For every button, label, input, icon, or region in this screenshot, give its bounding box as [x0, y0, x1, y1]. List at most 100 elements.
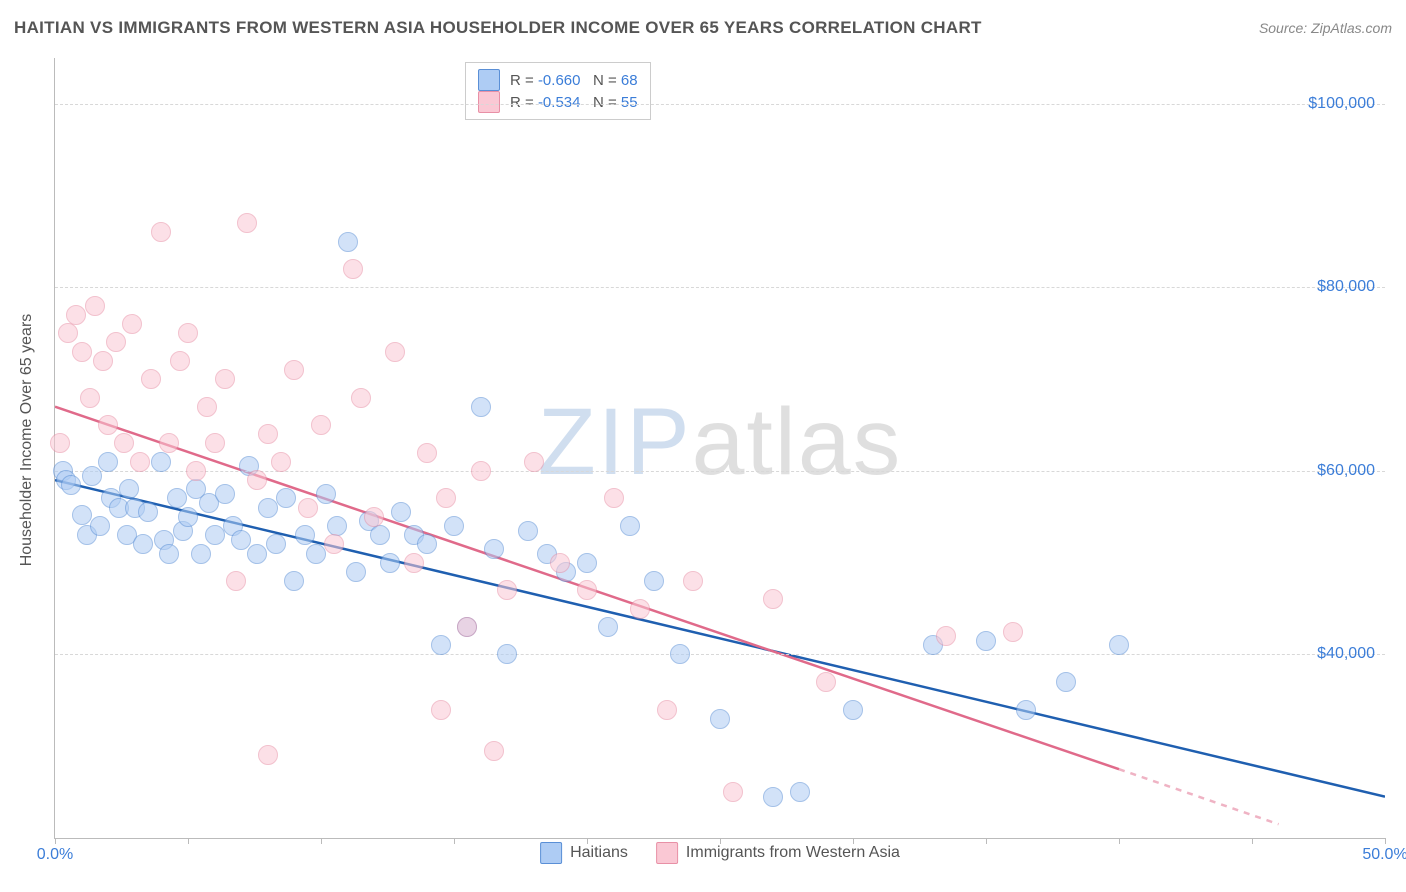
- scatter-point: [191, 544, 211, 564]
- scatter-point: [72, 505, 92, 525]
- scatter-point: [936, 626, 956, 646]
- scatter-point: [284, 571, 304, 591]
- plot-area: ZIPatlas R = -0.660 N = 68 R = -0.534 N …: [54, 58, 1385, 839]
- swatch-western-asia: [478, 91, 500, 113]
- x-tick-label: 0.0%: [37, 846, 73, 864]
- scatter-point: [306, 544, 326, 564]
- legend-item-western-asia: Immigrants from Western Asia: [656, 842, 900, 864]
- scatter-point: [271, 452, 291, 472]
- scatter-point: [338, 232, 358, 252]
- title-bar: HAITIAN VS IMMIGRANTS FROM WESTERN ASIA …: [14, 18, 1392, 38]
- scatter-point: [138, 502, 158, 522]
- y-tick-label: $40,000: [1317, 645, 1375, 663]
- scatter-point: [630, 599, 650, 619]
- scatter-point: [215, 484, 235, 504]
- scatter-point: [790, 782, 810, 802]
- scatter-point: [346, 562, 366, 582]
- x-tick: [853, 838, 854, 844]
- scatter-point: [723, 782, 743, 802]
- scatter-point: [380, 553, 400, 573]
- x-tick: [986, 838, 987, 844]
- scatter-point: [98, 415, 118, 435]
- scatter-point: [497, 580, 517, 600]
- scatter-point: [391, 502, 411, 522]
- scatter-point: [197, 397, 217, 417]
- scatter-point: [577, 553, 597, 573]
- scatter-point: [205, 433, 225, 453]
- scatter-point: [258, 424, 278, 444]
- scatter-point: [550, 553, 570, 573]
- scatter-point: [141, 369, 161, 389]
- scatter-point: [247, 544, 267, 564]
- swatch-western-asia-icon: [656, 842, 678, 864]
- scatter-point: [298, 498, 318, 518]
- scatter-point: [72, 342, 92, 362]
- scatter-point: [151, 222, 171, 242]
- watermark: ZIPatlas: [538, 388, 902, 497]
- scatter-point: [295, 525, 315, 545]
- scatter-point: [763, 589, 783, 609]
- x-tick: [587, 838, 588, 844]
- scatter-point: [170, 351, 190, 371]
- scatter-point: [598, 617, 618, 637]
- scatter-point: [90, 516, 110, 536]
- scatter-point: [436, 488, 456, 508]
- y-tick-label: $80,000: [1317, 278, 1375, 296]
- scatter-point: [311, 415, 331, 435]
- scatter-point: [404, 553, 424, 573]
- scatter-point: [98, 452, 118, 472]
- scatter-point: [976, 631, 996, 651]
- scatter-point: [215, 369, 235, 389]
- scatter-point: [80, 388, 100, 408]
- scatter-point: [167, 488, 187, 508]
- scatter-point: [85, 296, 105, 316]
- scatter-point: [159, 544, 179, 564]
- scatter-point: [1003, 622, 1023, 642]
- scatter-point: [159, 433, 179, 453]
- scatter-point: [247, 470, 267, 490]
- gridline: [55, 287, 1385, 288]
- scatter-point: [620, 516, 640, 536]
- scatter-point: [133, 534, 153, 554]
- scatter-point: [119, 479, 139, 499]
- gridline: [55, 654, 1385, 655]
- swatch-haitians: [478, 69, 500, 91]
- scatter-point: [178, 507, 198, 527]
- scatter-point: [343, 259, 363, 279]
- scatter-point: [604, 488, 624, 508]
- scatter-point: [1016, 700, 1036, 720]
- scatter-point: [205, 525, 225, 545]
- scatter-point: [178, 323, 198, 343]
- scatter-point: [471, 397, 491, 417]
- x-tick: [1385, 838, 1386, 844]
- scatter-point: [444, 516, 464, 536]
- source-label: Source: ZipAtlas.com: [1259, 20, 1392, 36]
- scatter-point: [518, 521, 538, 541]
- legend-item-haitians: Haitians: [540, 842, 628, 864]
- scatter-point: [763, 787, 783, 807]
- scatter-point: [122, 314, 142, 334]
- stats-row-1: R = -0.534 N = 55: [478, 91, 638, 113]
- scatter-point: [364, 507, 384, 527]
- scatter-point: [843, 700, 863, 720]
- scatter-point: [457, 617, 477, 637]
- scatter-point: [258, 498, 278, 518]
- x-tick-label: 50.0%: [1362, 846, 1406, 864]
- scatter-point: [61, 475, 81, 495]
- x-tick: [55, 838, 56, 844]
- scatter-point: [284, 360, 304, 380]
- scatter-point: [82, 466, 102, 486]
- scatter-point: [58, 323, 78, 343]
- chart-title: HAITIAN VS IMMIGRANTS FROM WESTERN ASIA …: [14, 18, 982, 38]
- y-axis-label: Householder Income Over 65 years: [18, 314, 36, 567]
- scatter-point: [431, 635, 451, 655]
- scatter-point: [258, 745, 278, 765]
- scatter-point: [431, 700, 451, 720]
- scatter-point: [66, 305, 86, 325]
- scatter-point: [816, 672, 836, 692]
- scatter-point: [186, 461, 206, 481]
- x-tick: [1252, 838, 1253, 844]
- scatter-point: [484, 539, 504, 559]
- scatter-point: [50, 433, 70, 453]
- y-tick-label: $100,000: [1308, 95, 1375, 113]
